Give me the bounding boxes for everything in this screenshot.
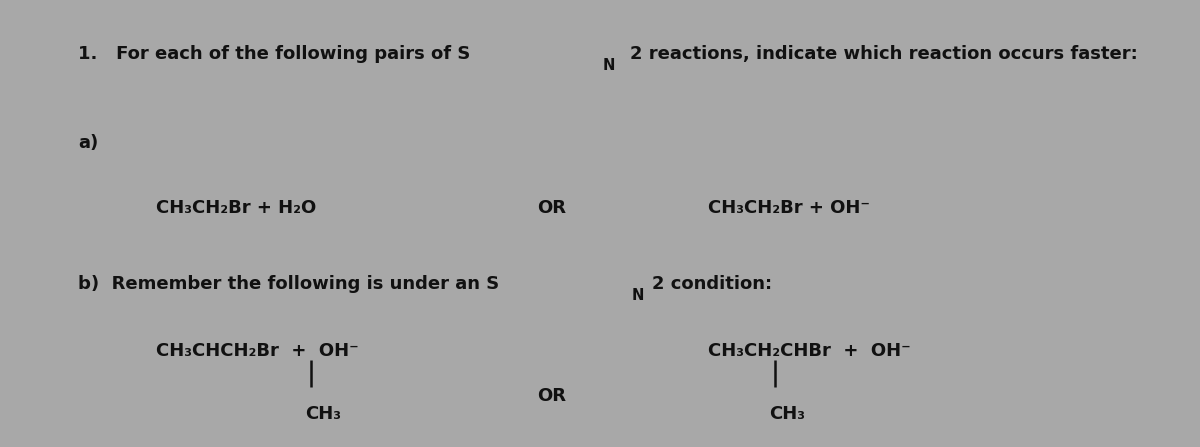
Text: CH₃CH₂CHBr  +  OH⁻: CH₃CH₂CHBr + OH⁻ (708, 342, 911, 360)
Text: CH₃: CH₃ (305, 405, 341, 422)
Text: N: N (631, 288, 644, 304)
Text: 1.   For each of the following pairs of S: 1. For each of the following pairs of S (78, 45, 470, 63)
Text: OR: OR (538, 199, 566, 217)
Text: b)  Remember the following is under an S: b) Remember the following is under an S (78, 275, 499, 293)
Text: CH₃CH₂Br + H₂O: CH₃CH₂Br + H₂O (156, 199, 317, 217)
Text: OR: OR (538, 387, 566, 405)
Text: CH₃CH₂Br + OH⁻: CH₃CH₂Br + OH⁻ (708, 199, 870, 217)
Text: N: N (602, 58, 616, 73)
Text: CH₃: CH₃ (769, 405, 805, 422)
Text: 2 condition:: 2 condition: (652, 275, 772, 293)
Text: 2 reactions, indicate which reaction occurs faster:: 2 reactions, indicate which reaction occ… (630, 45, 1138, 63)
Text: CH₃CHCH₂Br  +  OH⁻: CH₃CHCH₂Br + OH⁻ (156, 342, 359, 360)
Text: a): a) (78, 134, 98, 152)
